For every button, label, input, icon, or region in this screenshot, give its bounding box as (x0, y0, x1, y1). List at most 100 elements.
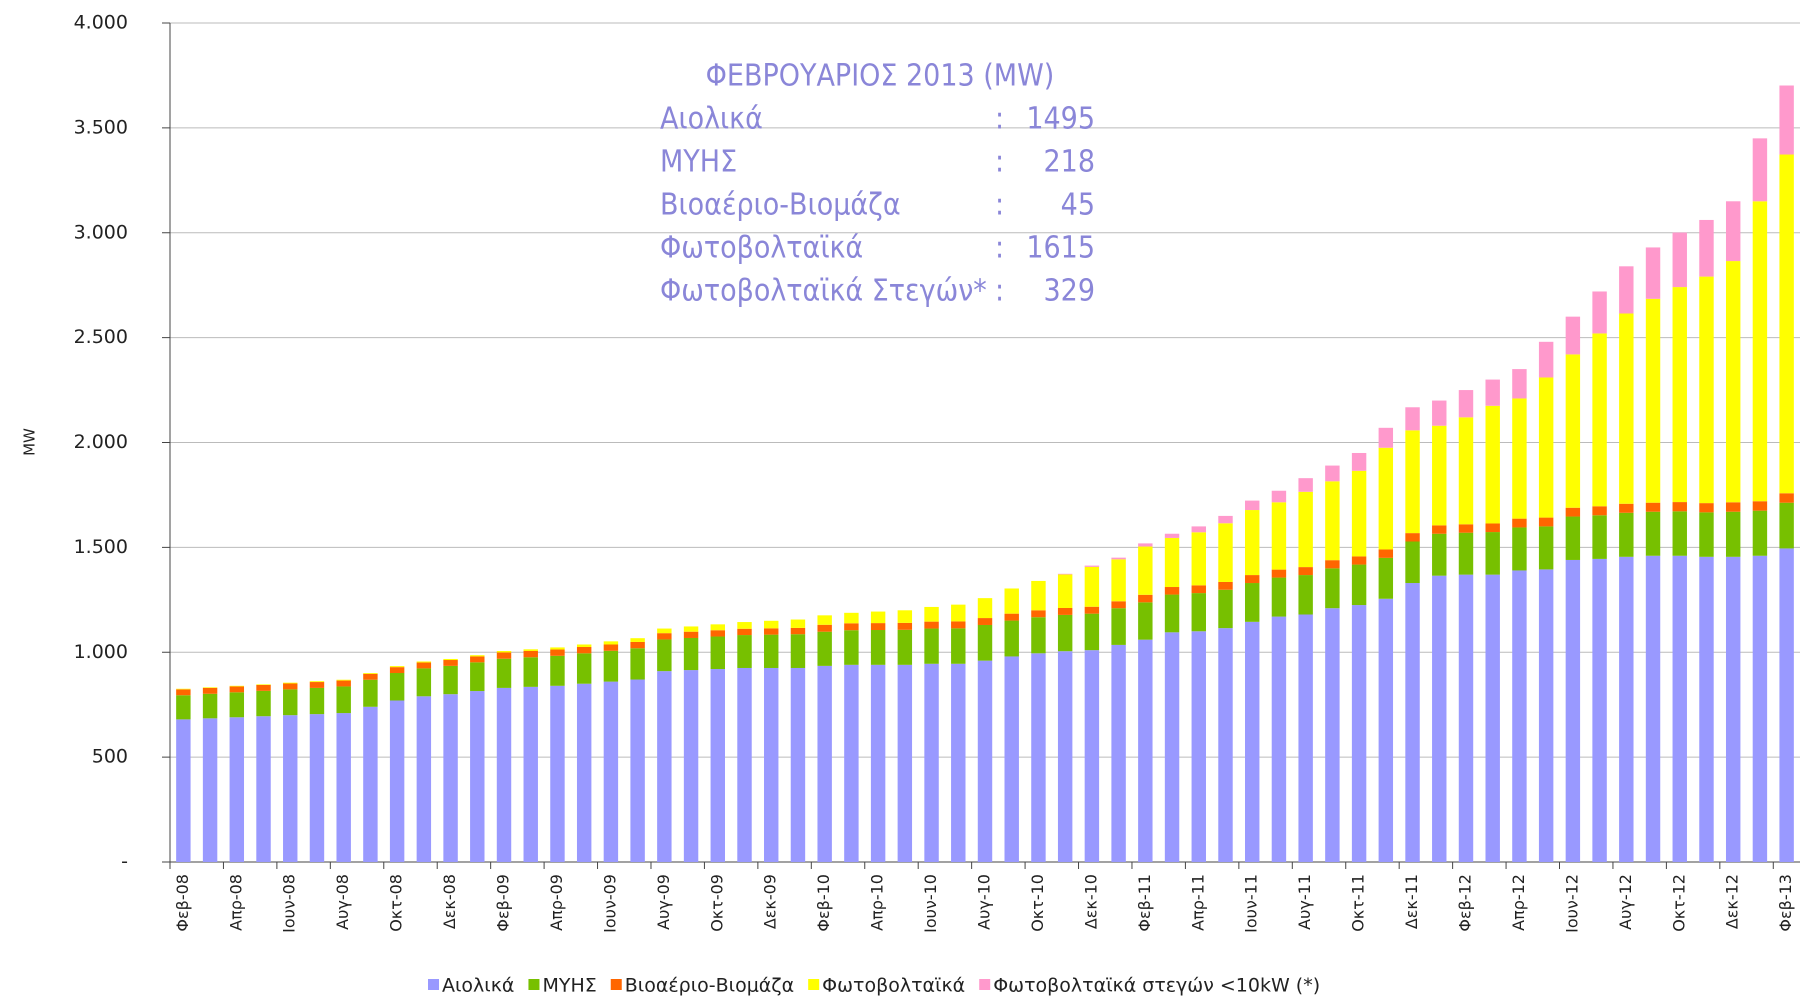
bar-segment (1725, 556, 1741, 862)
bar-segment (1538, 377, 1554, 518)
bar-segment (1672, 555, 1687, 862)
bar-segment (1298, 478, 1313, 492)
legend-swatch (808, 979, 820, 990)
bar-segment (1752, 201, 1768, 502)
bar-segment (737, 635, 752, 668)
bar-segment (1512, 527, 1527, 571)
bar-segment (924, 621, 939, 629)
x-tick-label: Ιουν-11 (1242, 874, 1261, 933)
bar-segment (1405, 541, 1420, 584)
bar-segment (870, 630, 886, 665)
bar-segment (1538, 341, 1554, 378)
legend-label: Φωτοβολταϊκά (822, 975, 965, 997)
y-tick-label: 4.000 (74, 12, 128, 34)
bar-segment (1084, 566, 1100, 607)
bar-segment (1592, 515, 1607, 559)
bar-segment (470, 655, 485, 657)
legend-swatch (610, 979, 622, 990)
bar-segment (1485, 532, 1500, 575)
bar-segment (1218, 515, 1233, 524)
bar-segment (1057, 573, 1073, 575)
bar-segment (817, 665, 832, 862)
bar-segment (1084, 650, 1100, 862)
bar-segment (1432, 425, 1447, 526)
x-tick-label: Ιουν-08 (280, 874, 299, 933)
bar-segment (897, 610, 913, 623)
bar-segment (657, 628, 672, 634)
bar-segment (1485, 405, 1500, 524)
bar-segment (1565, 316, 1581, 355)
bar-segment (523, 657, 538, 687)
bar-segment (1138, 543, 1153, 547)
bar-segment (1191, 631, 1206, 862)
bar-segment (1325, 608, 1340, 862)
x-tick-label: Δεκ-10 (1081, 874, 1100, 929)
bar-segment (229, 692, 245, 718)
bar-segment (576, 647, 592, 654)
legend-swatch (428, 979, 439, 990)
bar-segment (1244, 621, 1260, 862)
bar-segment (924, 663, 939, 862)
bar-segment (550, 647, 565, 650)
bar-segment (603, 644, 619, 651)
bar-segment (1271, 616, 1287, 862)
bar-segment (1111, 559, 1126, 602)
bar-segment (283, 689, 298, 716)
x-tick-label: Οκτ-12 (1669, 874, 1688, 932)
bar-segment (1164, 594, 1180, 633)
bar-segment (283, 715, 298, 862)
bar-segment (1004, 656, 1019, 862)
x-tick-label: Ιουν-10 (921, 874, 940, 933)
x-tick-label: Οκτ-11 (1349, 874, 1368, 932)
bar-segment (283, 683, 298, 690)
bar-segment (1645, 555, 1661, 862)
bar-segment (229, 717, 245, 862)
bar-segment (1138, 546, 1153, 595)
bar-segment (523, 650, 538, 658)
bar-segment (1218, 523, 1233, 582)
x-tick-label: Αυγ-09 (654, 874, 673, 930)
bar-segment (416, 661, 432, 663)
bar-segment (1004, 588, 1019, 614)
bar-segment (1004, 620, 1019, 657)
bar-segment (1405, 583, 1420, 862)
bar-segment (1111, 557, 1126, 560)
annotation-colon: : (995, 102, 1004, 137)
annotation-colon: : (995, 188, 1004, 223)
bar-segment (1432, 400, 1447, 426)
x-tick-label: Οκτ-09 (707, 874, 726, 932)
bar-segment (710, 624, 726, 631)
bar-segment (1191, 532, 1206, 586)
bar-segment (1244, 583, 1260, 622)
bar-segment (1298, 567, 1313, 576)
bar-segment (389, 673, 405, 701)
bar-segment (1645, 247, 1661, 299)
bar-segment (1592, 333, 1607, 507)
bar-segment (844, 630, 859, 665)
bar-segment (790, 634, 806, 668)
bar-segment (1699, 512, 1714, 557)
bar-segment (1458, 417, 1474, 525)
bar-segment (496, 687, 512, 862)
bar-segment (1752, 510, 1768, 556)
annotation-label: Βιοαέριο-Βιομάζα (660, 188, 901, 223)
bar-segment (1325, 568, 1340, 609)
bar-segment (363, 706, 378, 862)
bar-segment (1244, 575, 1260, 584)
bar-segment (1565, 516, 1581, 560)
y-tick-label: 500 (92, 746, 128, 768)
bar-segment (764, 628, 779, 635)
bar-segment (1084, 606, 1100, 614)
bar-segment (1031, 580, 1046, 611)
bar-segment (363, 673, 378, 680)
bar-segment (229, 686, 245, 693)
bar-segment (1619, 313, 1634, 504)
bar-segment (1725, 261, 1741, 503)
bar-segment (1485, 574, 1500, 862)
bar-segment (737, 628, 752, 636)
bar-segment (416, 662, 432, 669)
bar-segment (1485, 379, 1500, 406)
bar-segment (389, 666, 405, 668)
bar-segment (202, 687, 218, 694)
